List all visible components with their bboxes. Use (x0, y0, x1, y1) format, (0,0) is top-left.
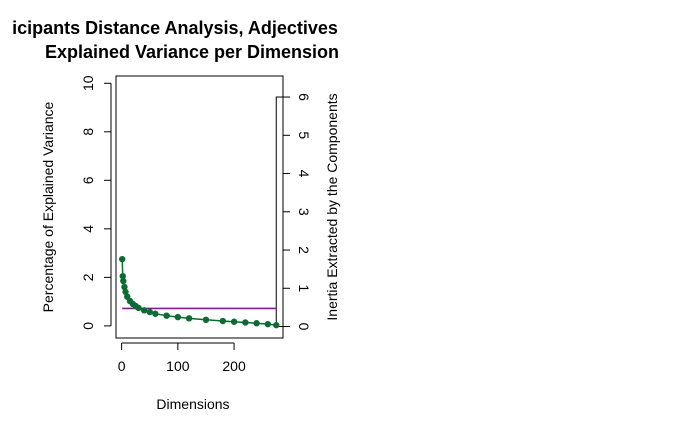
plot-frame (115, 75, 284, 339)
y-left-tick-label-2: 2 (80, 273, 96, 281)
data-point (146, 308, 153, 316)
x-tick-label-100: 100 (166, 358, 190, 374)
data-point (242, 319, 249, 326)
y-axis-right: 0 1 2 3 4 5 6 (282, 93, 312, 331)
data-point (230, 318, 238, 325)
y-left-tick-label-6: 6 (80, 176, 96, 184)
data-point (202, 316, 210, 324)
data-point (163, 312, 170, 319)
x-tick-label-0: 0 (118, 358, 126, 374)
y-axis-left: 0 2 4 6 8 10 (80, 75, 112, 330)
y-right-tick-label-0: 0 (296, 323, 312, 331)
data-point (219, 317, 227, 325)
x-axis-label: Dimensions (156, 396, 229, 412)
data-point (185, 315, 193, 322)
data-point (152, 310, 159, 317)
y-right-tick-label-4: 4 (296, 170, 312, 178)
data-point (135, 304, 142, 312)
y-axis-right-label: Inertia Extracted by the Components (324, 93, 340, 320)
data-point (118, 255, 126, 263)
data-point (174, 313, 182, 321)
y-right-tick-label-2: 2 (296, 246, 312, 254)
y-left-tick-label-4: 4 (80, 225, 96, 233)
y-left-tick-label-8: 8 (80, 128, 96, 136)
x-axis: 0 100 200 (118, 342, 246, 374)
data-point (120, 277, 127, 285)
data-points (118, 255, 280, 329)
y-right-tick-label-1: 1 (296, 284, 312, 292)
data-point (121, 283, 128, 291)
inertia-bar (275, 96, 284, 328)
x-tick-label-200: 200 (222, 358, 246, 374)
y-right-tick-label-3: 3 (296, 208, 312, 216)
chart-title-line1: icipants Distance Analysis, Adjectives (12, 18, 338, 38)
data-point (140, 307, 148, 314)
data-point (264, 320, 272, 328)
data-point (253, 320, 260, 327)
data-point (273, 321, 280, 329)
series-line-0 (121, 259, 277, 326)
chart-title-line2: Explained Variance per Dimension (45, 42, 339, 62)
y-axis-left-label: Percentage of Explained Variance (40, 101, 56, 312)
y-right-tick-label-5: 5 (296, 131, 312, 139)
data-point (122, 288, 129, 296)
data-point (119, 272, 126, 280)
y-left-tick-label-0: 0 (80, 322, 96, 330)
y-right-tick-label-6: 6 (296, 93, 312, 101)
y-left-tick-label-10: 10 (80, 75, 96, 91)
